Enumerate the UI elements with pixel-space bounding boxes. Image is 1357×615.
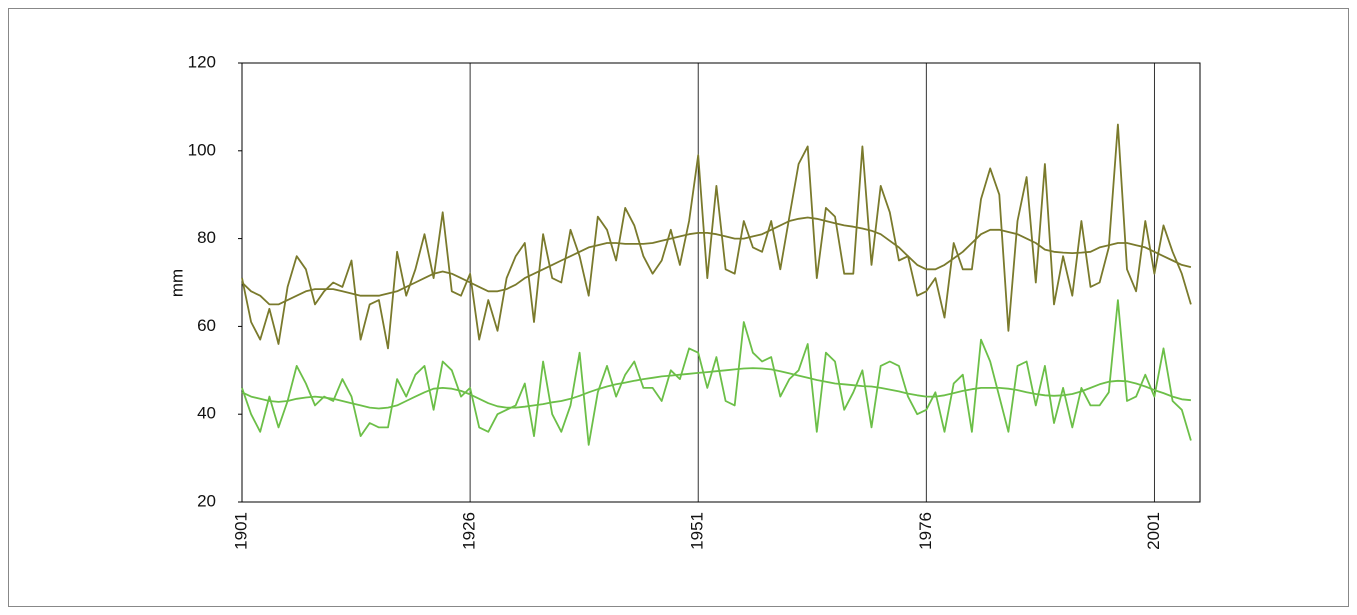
series-line bbox=[241, 299, 1192, 446]
x-tick-label: 1926 bbox=[460, 512, 479, 550]
x-tick-label: 2001 bbox=[1144, 512, 1163, 550]
x-tick-label: 1976 bbox=[916, 512, 935, 550]
outer-frame bbox=[8, 8, 1349, 607]
series-line bbox=[241, 216, 1192, 306]
y-axis-label: mm bbox=[167, 269, 186, 297]
y-tick-label: 60 bbox=[197, 316, 216, 335]
series-line bbox=[241, 123, 1192, 350]
x-tick-label: 1901 bbox=[231, 512, 250, 550]
y-tick-label: 120 bbox=[188, 52, 216, 71]
x-tick-label: 1951 bbox=[688, 512, 707, 550]
y-tick-label: 40 bbox=[197, 404, 216, 423]
y-tick-label: 80 bbox=[197, 228, 216, 247]
plot-frame bbox=[241, 62, 1201, 503]
series-line bbox=[241, 367, 1191, 410]
y-tick-label: 100 bbox=[188, 140, 216, 159]
y-tick-label: 20 bbox=[197, 491, 216, 510]
